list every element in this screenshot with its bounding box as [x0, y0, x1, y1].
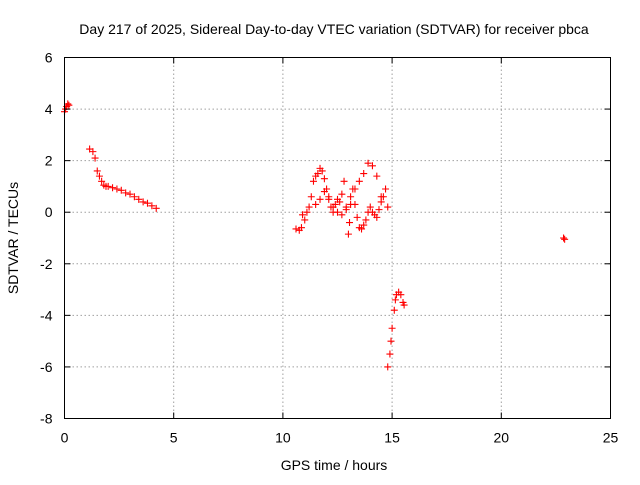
y-tick-label: -4	[40, 307, 53, 323]
data-point	[299, 211, 307, 219]
data-point	[362, 216, 370, 224]
data-point	[91, 154, 99, 162]
data-point	[384, 363, 392, 371]
data-point	[130, 193, 138, 201]
data-point	[117, 186, 125, 194]
y-tick-label: 4	[45, 101, 53, 117]
data-point	[329, 203, 337, 211]
data-point	[64, 100, 72, 108]
data-point	[368, 162, 376, 170]
data-point	[307, 193, 315, 201]
y-tick-label: -2	[40, 256, 53, 272]
data-point	[122, 189, 130, 197]
data-point	[305, 203, 313, 211]
data-point	[135, 195, 143, 203]
x-tick-labels: 0 5 10 15 20 25	[61, 430, 619, 446]
data-point	[351, 185, 359, 193]
data-point	[364, 159, 372, 167]
data-point	[390, 306, 398, 314]
x-tick-label: 10	[275, 430, 291, 446]
data-point	[382, 185, 390, 193]
data-point	[375, 206, 383, 214]
data-point	[152, 204, 160, 212]
data-point	[360, 221, 368, 229]
x-tick-label: 0	[61, 430, 69, 446]
data-point	[65, 101, 73, 109]
data-point	[358, 225, 366, 233]
data-point	[366, 203, 374, 211]
data-point	[320, 188, 328, 196]
chart-title: Day 217 of 2025, Sidereal Day-to-day VTE…	[79, 21, 589, 37]
data-point	[320, 175, 328, 183]
axis-ticks	[64, 57, 611, 419]
data-point	[346, 219, 354, 227]
y-axis-label: SDTVAR / TECUs	[5, 182, 21, 294]
plot-frame	[64, 57, 611, 419]
data-point	[95, 172, 103, 180]
x-tick-label: 25	[603, 430, 619, 446]
data-point	[98, 177, 106, 185]
data-point	[340, 177, 348, 185]
grid-lines	[64, 57, 611, 419]
y-tick-labels: -8 -6 -4 -2 0 2 4 6	[40, 50, 53, 427]
data-point	[109, 184, 117, 192]
data-point	[316, 195, 324, 203]
data-point	[336, 198, 344, 206]
y-tick-label: -8	[40, 411, 53, 427]
data-point	[355, 177, 363, 185]
data-point	[318, 167, 326, 175]
data-point	[113, 185, 121, 193]
x-tick-label: 20	[494, 430, 510, 446]
data-point	[143, 199, 151, 207]
data-point	[104, 182, 112, 190]
data-point	[373, 213, 381, 221]
x-axis-label: GPS time / hours	[281, 457, 388, 473]
y-tick-label: 6	[45, 50, 53, 66]
data-point	[334, 208, 341, 216]
data-point	[391, 296, 399, 304]
data-point	[89, 148, 97, 156]
data-point	[126, 190, 134, 198]
x-tick-label: 15	[384, 430, 400, 446]
data-point	[347, 200, 355, 208]
data-point	[386, 350, 394, 358]
data-point	[561, 235, 569, 243]
data-point	[344, 230, 352, 238]
data-point	[353, 213, 361, 221]
data-point	[312, 200, 320, 208]
data-point	[360, 170, 368, 178]
data-point	[309, 177, 317, 185]
data-point	[342, 206, 350, 214]
data-point	[388, 324, 396, 332]
x-tick-label: 5	[170, 430, 178, 446]
data-point	[373, 172, 381, 180]
data-point	[560, 234, 568, 242]
data-point	[400, 301, 408, 309]
data-point	[325, 193, 333, 201]
data-point	[338, 190, 346, 198]
data-marks	[61, 100, 569, 371]
data-point	[139, 198, 147, 206]
data-point	[314, 170, 322, 178]
data-point	[93, 167, 101, 175]
data-point	[384, 203, 392, 211]
data-point	[301, 216, 309, 224]
data-point	[338, 211, 346, 219]
data-point	[397, 291, 405, 299]
data-point	[303, 208, 311, 216]
data-point	[148, 202, 156, 210]
data-point	[387, 337, 395, 345]
y-tick-label: 2	[45, 153, 53, 169]
data-point	[292, 225, 300, 233]
y-tick-label: -6	[40, 359, 53, 375]
y-tick-label: 0	[45, 204, 53, 220]
data-point	[347, 193, 355, 201]
data-point	[377, 193, 385, 201]
data-point	[297, 224, 305, 232]
